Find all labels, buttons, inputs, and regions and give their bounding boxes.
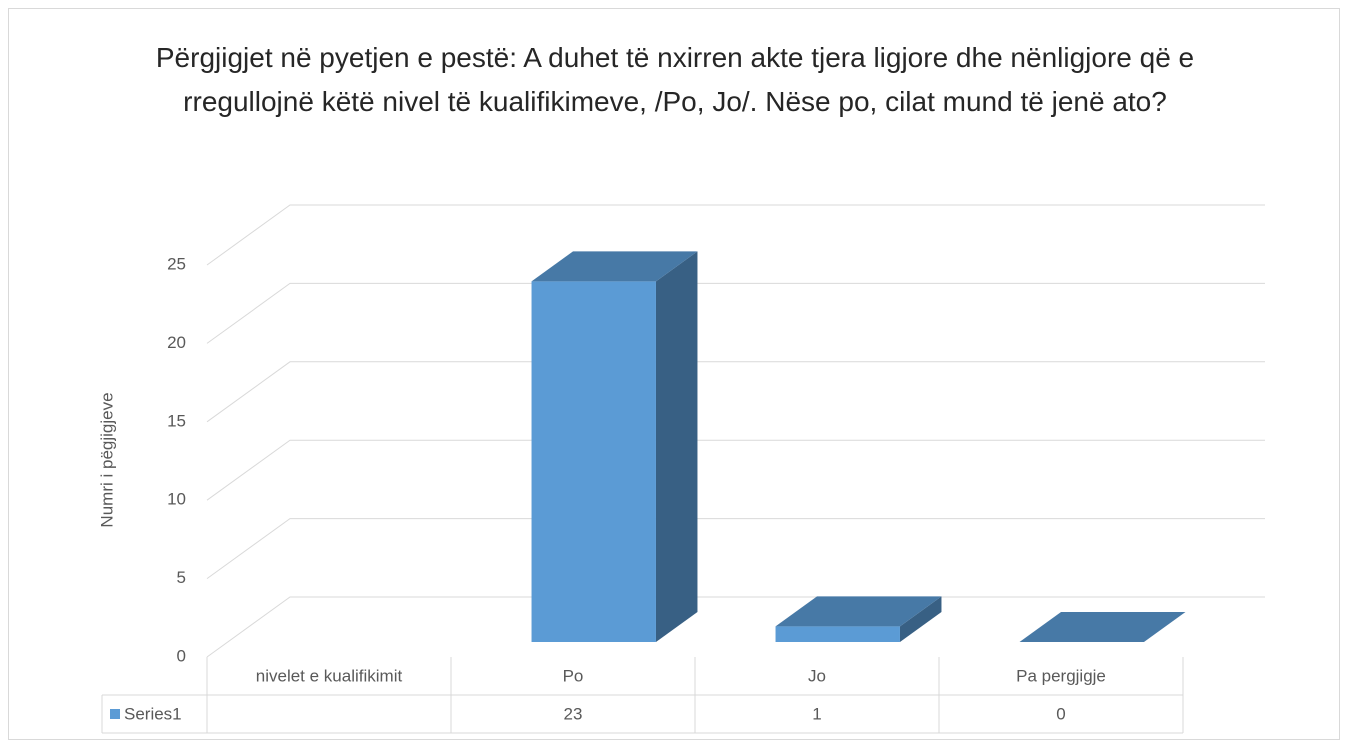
bar-top [1019,612,1186,642]
table-value: 23 [564,704,583,723]
table-value: 1 [812,704,821,723]
grid-line [206,361,1265,423]
grid-line [206,518,1265,580]
x-tick-label: Po [563,666,584,685]
y-tick-label: 5 [177,568,186,587]
y-tick-label: 25 [167,254,186,273]
bar-top [531,251,698,282]
y-tick-label: 15 [167,411,186,430]
legend-key [110,709,120,719]
bar [775,626,900,642]
legend-label: Series1 [124,704,182,723]
bar-top [775,596,942,627]
x-tick-label: Pa pergjigje [1016,666,1106,685]
y-axis-label: Numri i pëgjigjeve [97,392,116,527]
chart-border [8,8,1340,740]
bar-side [655,251,698,643]
grid-line [206,439,1265,501]
x-tick-label: Jo [808,666,826,685]
bar [531,281,656,642]
table-value: 0 [1056,704,1065,723]
grid-line [206,204,1265,266]
grid-line [206,282,1265,344]
y-tick-label: 20 [167,333,186,352]
chart-title: Përgjigjet në pyetjen e pestë: A duhet t… [155,42,1195,117]
y-tick-label: 0 [177,646,186,665]
x-tick-label: nivelet e kualifikimit [256,666,403,685]
bar-side [899,596,942,642]
y-tick-label: 10 [167,490,186,509]
